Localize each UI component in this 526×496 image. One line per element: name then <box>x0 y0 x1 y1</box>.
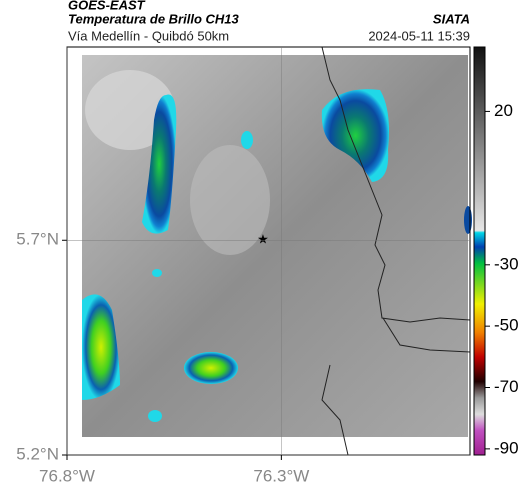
axes: 5.2°N 5.7°N 76.8°W 76.3°W 20 -30 -50 -70 -90 <box>16 47 519 485</box>
cloud-cell <box>152 269 162 277</box>
map-image: ★ <box>66 46 486 456</box>
colorbar-tick-label: -90 <box>494 438 519 457</box>
colorbar-tick-label: 20 <box>494 101 513 120</box>
cloud-field <box>190 145 270 255</box>
colorbar <box>473 46 486 456</box>
header: GOES-EAST Temperatura de Brillo CH13 SIA… <box>68 0 470 43</box>
border-line <box>382 317 471 353</box>
colorbar-tick-label: -70 <box>494 377 519 396</box>
lon-tick-label: 76.3°W <box>253 466 309 485</box>
cloud-cell <box>148 410 162 422</box>
location-star: ★ <box>257 231 269 246</box>
convective-cloud <box>321 89 389 182</box>
lat-tick-label: 5.7°N <box>16 230 59 249</box>
colorbar-tick-label: -30 <box>494 254 519 273</box>
source: GOES-EAST <box>68 0 146 12</box>
timestamp: 2024-05-11 15:39 <box>368 28 470 43</box>
cloud-cell <box>241 131 253 149</box>
lat-tick-label: 5.2°N <box>16 444 59 463</box>
brand: SIATA <box>433 11 470 26</box>
subtitle: Vía Medellín - Quibdó 50km <box>68 28 229 43</box>
colorbar-tick-label: -50 <box>494 316 519 335</box>
convective-cloud <box>142 94 177 234</box>
title: Temperatura de Brillo CH13 <box>68 11 240 26</box>
border-line <box>321 46 471 323</box>
cloud-field <box>85 70 175 150</box>
lon-tick-label: 76.8°W <box>39 466 95 485</box>
border-line <box>321 364 349 456</box>
cloud-cell <box>464 206 472 234</box>
convective-cloud <box>82 294 120 400</box>
convective-cloud <box>184 352 238 384</box>
